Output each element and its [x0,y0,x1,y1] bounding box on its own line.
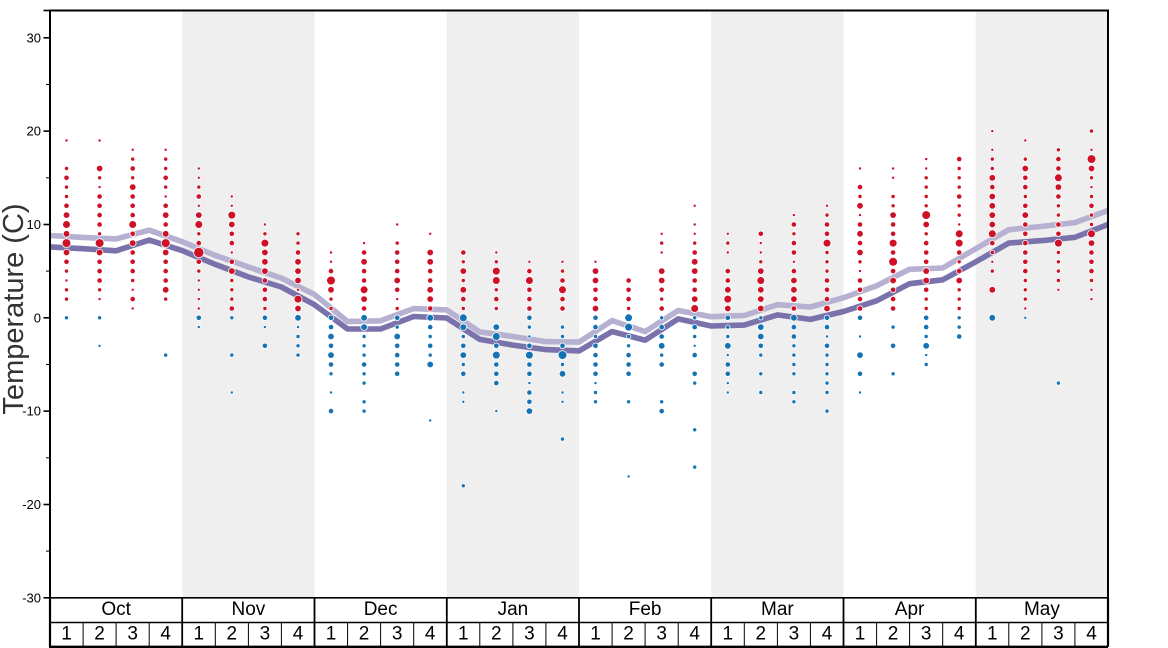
svg-text:30: 30 [27,30,41,45]
svg-text:May: May [1024,599,1060,620]
svg-text:2: 2 [94,624,105,645]
svg-text:2: 2 [359,624,370,645]
svg-text:-20: -20 [22,497,41,512]
svg-text:1: 1 [987,624,998,645]
svg-text:2: 2 [1020,624,1031,645]
svg-text:2: 2 [888,624,899,645]
svg-text:3: 3 [392,624,403,645]
svg-text:3: 3 [789,624,800,645]
svg-text:Temperature (C): Temperature (C) [0,203,30,414]
svg-text:Feb: Feb [629,599,662,620]
svg-text:4: 4 [425,624,436,645]
svg-text:3: 3 [1053,624,1064,645]
svg-text:2: 2 [491,624,502,645]
svg-text:4: 4 [689,624,700,645]
svg-text:2: 2 [623,624,634,645]
svg-text:Nov: Nov [232,599,266,620]
svg-text:0: 0 [34,310,41,325]
svg-text:2: 2 [756,624,767,645]
svg-text:3: 3 [656,624,667,645]
svg-text:1: 1 [326,624,337,645]
svg-text:3: 3 [921,624,932,645]
svg-text:3: 3 [524,624,535,645]
svg-text:20: 20 [27,124,41,139]
svg-text:3: 3 [260,624,271,645]
svg-text:4: 4 [822,624,833,645]
svg-text:-10: -10 [22,404,41,419]
svg-text:-30: -30 [22,590,41,605]
svg-text:4: 4 [293,624,304,645]
svg-text:10: 10 [27,217,41,232]
svg-text:1: 1 [61,624,72,645]
svg-text:4: 4 [557,624,568,645]
svg-text:Mar: Mar [761,599,794,620]
svg-text:1: 1 [723,624,734,645]
svg-text:Apr: Apr [895,599,925,620]
svg-text:Jan: Jan [498,599,529,620]
svg-text:4: 4 [1086,624,1097,645]
svg-text:4: 4 [160,624,171,645]
svg-text:1: 1 [855,624,866,645]
svg-text:3: 3 [127,624,138,645]
svg-text:1: 1 [458,624,469,645]
svg-text:Oct: Oct [101,599,131,620]
svg-text:Dec: Dec [364,599,398,620]
svg-text:2: 2 [227,624,238,645]
svg-text:4: 4 [954,624,965,645]
svg-text:1: 1 [590,624,601,645]
svg-text:1: 1 [194,624,205,645]
